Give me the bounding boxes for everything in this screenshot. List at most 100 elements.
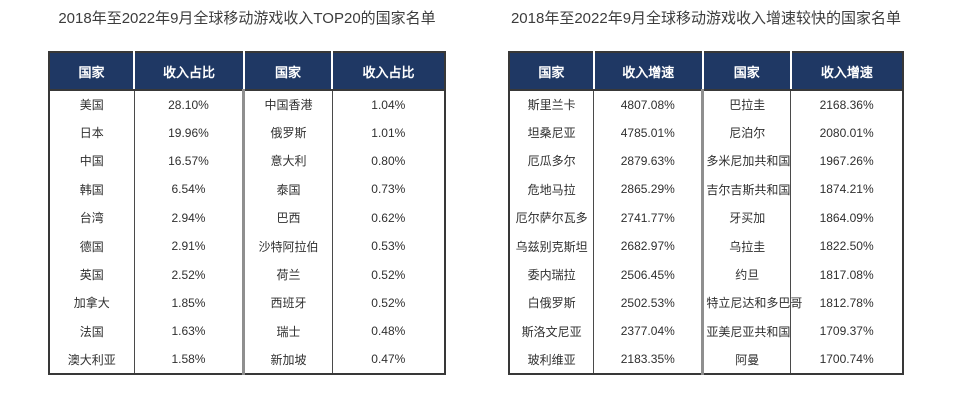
country-cell: 英国 <box>79 268 104 283</box>
country-cell: 巴西 <box>242 203 333 232</box>
value-cell: 2879.63% <box>593 146 703 176</box>
country-cell: 俄罗斯 <box>242 118 333 147</box>
country-cell: 新加坡 <box>242 345 333 374</box>
country-cell: 乌拉圭 <box>701 231 791 261</box>
table-row: 斯洛文尼亚 2377.04% 亚美尼亚共和国 1709.37% <box>509 317 903 346</box>
country-cell: 斯里兰卡 <box>527 98 576 113</box>
country-cell: 阿曼 <box>701 345 791 374</box>
header-country-1: 国家 <box>49 52 135 91</box>
value-cell: 1.01% <box>331 118 445 147</box>
revenue-share-table: 国家 收入占比 国家 收入占比 美国 28.10% 中国香港 1.04% 日本 19.96… <box>48 51 446 375</box>
value-cell: 2168.36% <box>790 90 903 119</box>
country-cell: 中国香港 <box>242 90 333 119</box>
value-cell: 4785.01% <box>593 118 703 147</box>
country-cell: 乌兹别克斯坦 <box>515 239 588 254</box>
value-cell: 1822.50% <box>790 231 903 261</box>
value-cell: 2080.01% <box>790 118 903 147</box>
value-cell: 2.94% <box>133 203 244 232</box>
header-country-2: 国家 <box>701 52 791 91</box>
revenue-growth-table-body: 斯里兰卡 4807.08% 巴拉圭 2168.36% 坦桑尼亚 4785.01% 尼泊尔 20… <box>509 90 903 374</box>
header-country-1: 国家 <box>509 52 594 91</box>
country-cell: 厄瓜多尔 <box>527 154 576 169</box>
value-cell: 0.73% <box>331 175 445 204</box>
table-row: 日本 19.96% 俄罗斯 1.01% <box>49 118 445 147</box>
country-cell: 尼泊尔 <box>701 118 791 147</box>
header-row: 国家 收入占比 国家 收入占比 <box>49 52 445 91</box>
table-row: 厄尔萨尔瓦多 2741.77% 牙买加 1864.09% <box>509 203 903 232</box>
country-cell: 特立尼达和多巴哥 <box>701 288 802 318</box>
table-row: 斯里兰卡 4807.08% 巴拉圭 2168.36% <box>509 90 903 119</box>
value-cell: 28.10% <box>133 90 244 119</box>
table-row: 厄瓜多尔 2879.63% 多米尼加共和国 1967.26% <box>509 146 903 176</box>
value-cell: 0.52% <box>331 260 445 289</box>
value-cell: 16.57% <box>133 146 244 176</box>
country-cell: 澳大利亚 <box>67 352 116 367</box>
value-cell: 1817.08% <box>790 260 903 289</box>
value-cell: 1709.37% <box>790 317 903 346</box>
value-cell: 0.48% <box>331 317 445 346</box>
country-cell: 玻利维亚 <box>527 352 576 367</box>
growth-table-section: 2018年至2022年9月全球移动游戏收入增速较快的国家名单 国家 收入增速 国… <box>508 8 904 375</box>
table-row: 委内瑞拉 2506.45% 约旦 1817.08% <box>509 260 903 289</box>
header-country-2: 国家 <box>242 52 333 91</box>
value-cell: 2183.35% <box>593 345 703 374</box>
table-row: 加拿大 1.85% 西班牙 0.52% <box>49 288 445 318</box>
value-cell: 2506.45% <box>593 260 703 289</box>
country-cell: 加拿大 <box>73 296 110 311</box>
table-row: 乌兹别克斯坦 2682.97% 乌拉圭 1822.50% <box>509 231 903 261</box>
value-cell: 0.47% <box>331 345 445 374</box>
country-cell: 泰国 <box>242 175 333 204</box>
country-cell: 厄尔萨尔瓦多 <box>515 211 588 226</box>
value-cell: 2865.29% <box>593 175 703 204</box>
country-cell: 西班牙 <box>242 288 333 318</box>
table-row: 玻利维亚 2183.35% 阿曼 1700.74% <box>509 345 903 374</box>
country-cell: 牙买加 <box>701 203 791 232</box>
country-cell: 沙特阿拉伯 <box>242 231 333 261</box>
header-row: 国家 收入增速 国家 收入增速 <box>509 52 903 91</box>
value-cell: 1864.09% <box>790 203 903 232</box>
country-cell: 意大利 <box>242 146 333 176</box>
country-cell: 韩国 <box>79 182 104 197</box>
value-cell: 2377.04% <box>593 317 703 346</box>
country-cell: 荷兰 <box>242 260 333 289</box>
table-row: 台湾 2.94% 巴西 0.62% <box>49 203 445 232</box>
country-cell: 坦桑尼亚 <box>527 126 576 141</box>
table-row: 澳大利亚 1.58% 新加坡 0.47% <box>49 345 445 374</box>
header-growth-1: 收入增速 <box>592 52 703 91</box>
value-cell: 1874.21% <box>790 175 903 204</box>
value-cell: 2.52% <box>133 260 244 289</box>
table-row: 法国 1.63% 瑞士 0.48% <box>49 317 445 346</box>
table-row: 韩国 6.54% 泰国 0.73% <box>49 175 445 204</box>
table-row: 美国 28.10% 中国香港 1.04% <box>49 90 445 119</box>
country-cell: 白俄罗斯 <box>527 296 576 311</box>
revenue-share-table-header: 国家 收入占比 国家 收入占比 <box>49 52 445 91</box>
value-cell: 4807.08% <box>593 90 703 119</box>
country-cell: 委内瑞拉 <box>527 268 576 283</box>
revenue-share-table-body: 美国 28.10% 中国香港 1.04% 日本 19.96% 俄罗斯 1.01% 中国 16.57… <box>49 90 445 374</box>
value-cell: 1967.26% <box>790 146 903 176</box>
header-share-1: 收入占比 <box>133 52 244 91</box>
header-growth-2: 收入增速 <box>789 52 903 91</box>
country-cell: 吉尔吉斯共和国 <box>701 175 791 204</box>
value-cell: 1.63% <box>133 317 244 346</box>
header-share-2: 收入占比 <box>331 52 445 91</box>
country-cell: 危地马拉 <box>527 182 576 197</box>
value-cell: 1.85% <box>133 288 244 318</box>
table-row: 英国 2.52% 荷兰 0.52% <box>49 260 445 289</box>
table-row: 白俄罗斯 2502.53% 特立尼达和多巴哥 1812.78% <box>509 288 903 318</box>
table-row: 德国 2.91% 沙特阿拉伯 0.53% <box>49 231 445 261</box>
value-cell: 2741.77% <box>593 203 703 232</box>
value-cell: 2.91% <box>133 231 244 261</box>
table-row: 危地马拉 2865.29% 吉尔吉斯共和国 1874.21% <box>509 175 903 204</box>
country-cell: 日本 <box>79 126 104 141</box>
value-cell: 0.53% <box>331 231 445 261</box>
top20-table-title: 2018年至2022年9月全球移动游戏收入TOP20的国家名单 <box>58 10 436 27</box>
value-cell: 19.96% <box>133 118 244 147</box>
country-cell: 约旦 <box>701 260 791 289</box>
country-cell: 德国 <box>79 239 104 254</box>
top20-table-section: 2018年至2022年9月全球移动游戏收入TOP20的国家名单 国家 收入占比 … <box>48 8 446 375</box>
revenue-growth-table-header: 国家 收入增速 国家 收入增速 <box>509 52 903 91</box>
value-cell: 1.04% <box>331 90 445 119</box>
value-cell: 0.62% <box>331 203 445 232</box>
